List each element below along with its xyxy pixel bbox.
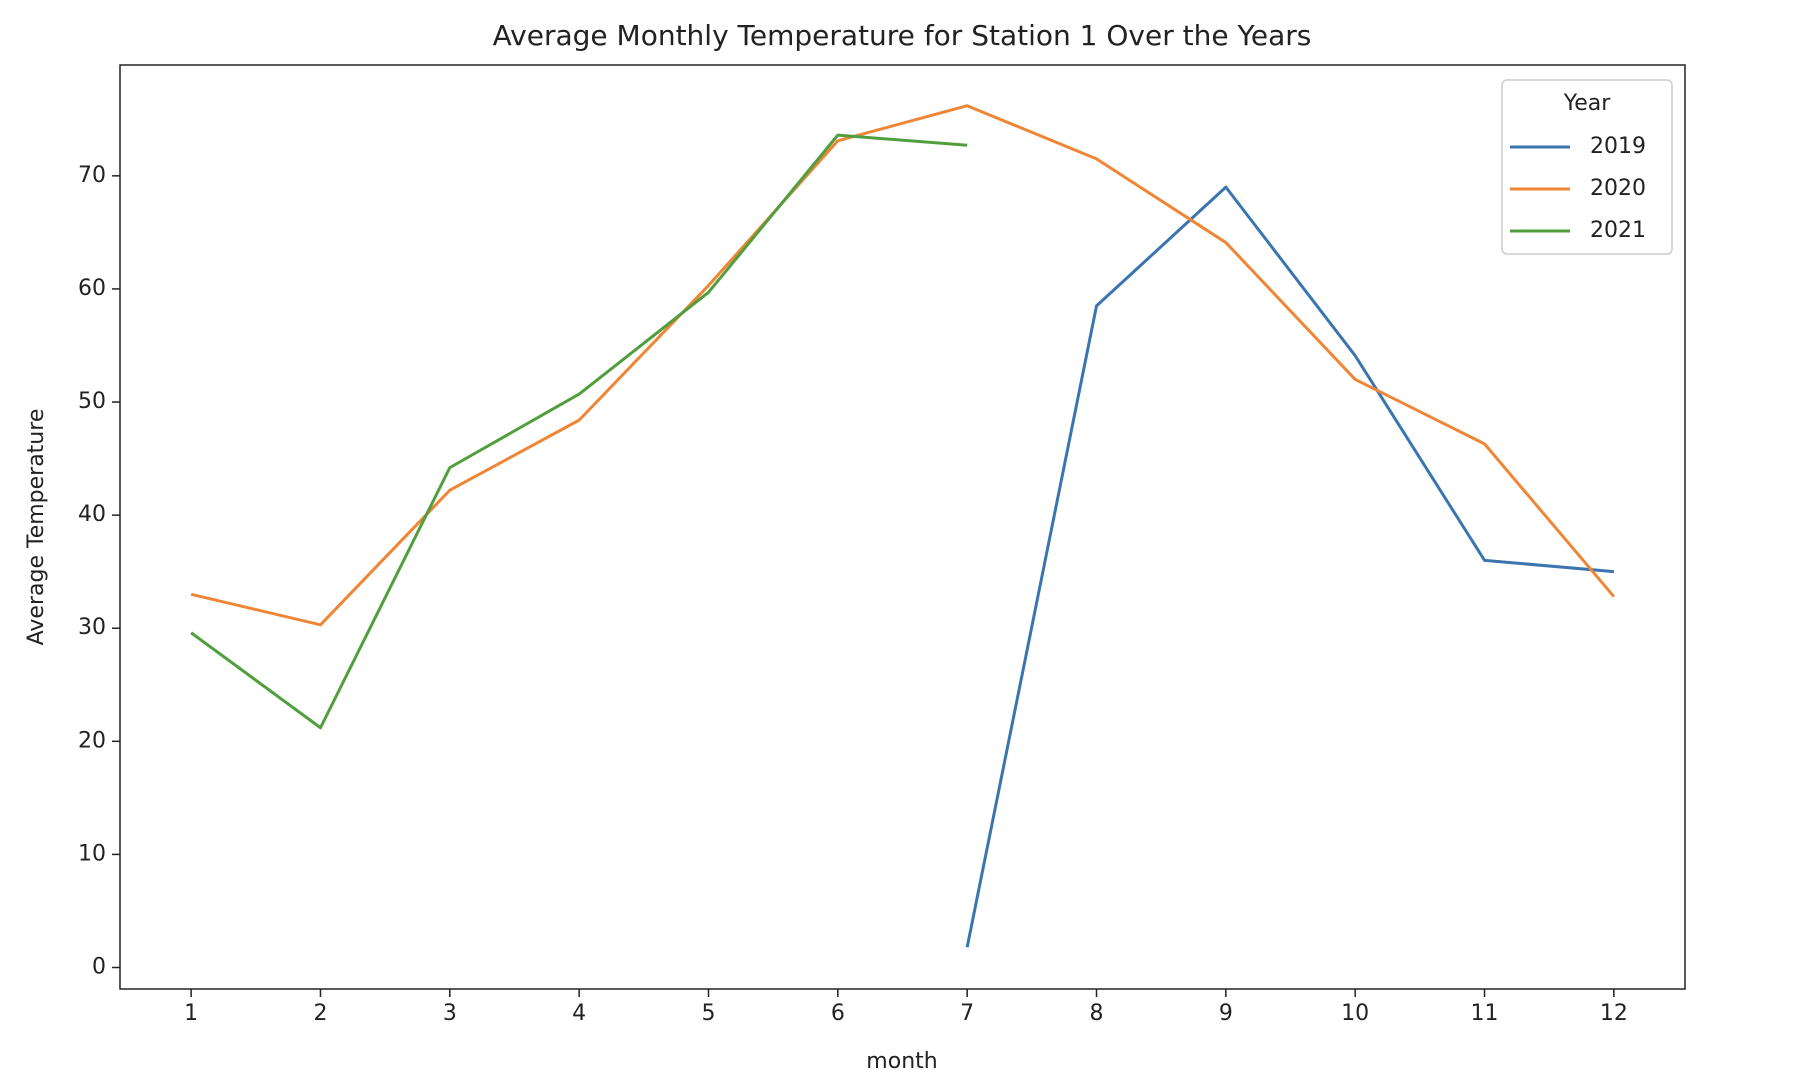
y-tick-label: 20 (78, 728, 106, 753)
x-tick-label: 12 (1600, 1001, 1628, 1026)
legend-label: 2019 (1590, 134, 1646, 159)
x-tick-label: 10 (1341, 1001, 1369, 1026)
y-tick-label: 60 (78, 276, 106, 301)
x-tick-label: 9 (1219, 1001, 1233, 1026)
plot-area (119, 64, 1686, 990)
x-tick-label: 11 (1471, 1001, 1499, 1026)
x-tick-label: 8 (1090, 1001, 1104, 1026)
x-axis-label: month (866, 1049, 937, 1074)
x-tick-label: 4 (572, 1001, 586, 1026)
y-tick-label: 50 (78, 389, 106, 414)
legend-label: 2020 (1590, 176, 1646, 201)
y-tick-label: 0 (92, 955, 106, 980)
x-tick-label: 3 (443, 1001, 457, 1026)
legend-label: 2021 (1590, 218, 1646, 243)
y-axis-label: Average Temperature (24, 409, 49, 646)
y-tick-label: 30 (78, 615, 106, 640)
x-tick-label: 1 (184, 1001, 198, 1026)
x-tick-label: 2 (313, 1001, 327, 1026)
chart-title: Average Monthly Temperature for Station … (493, 19, 1312, 52)
x-tick-label: 6 (831, 1001, 845, 1026)
legend-box (1501, 79, 1673, 255)
y-tick-label: 70 (78, 163, 106, 188)
x-tick-label: 7 (960, 1001, 974, 1026)
series-line (190, 104, 1616, 627)
legend-title: Year (1563, 91, 1612, 116)
x-tick-label: 5 (701, 1001, 715, 1026)
series-line (965, 185, 1614, 948)
y-tick-label: 40 (78, 502, 106, 527)
y-tick-label: 10 (78, 841, 106, 866)
series-line (190, 133, 968, 730)
